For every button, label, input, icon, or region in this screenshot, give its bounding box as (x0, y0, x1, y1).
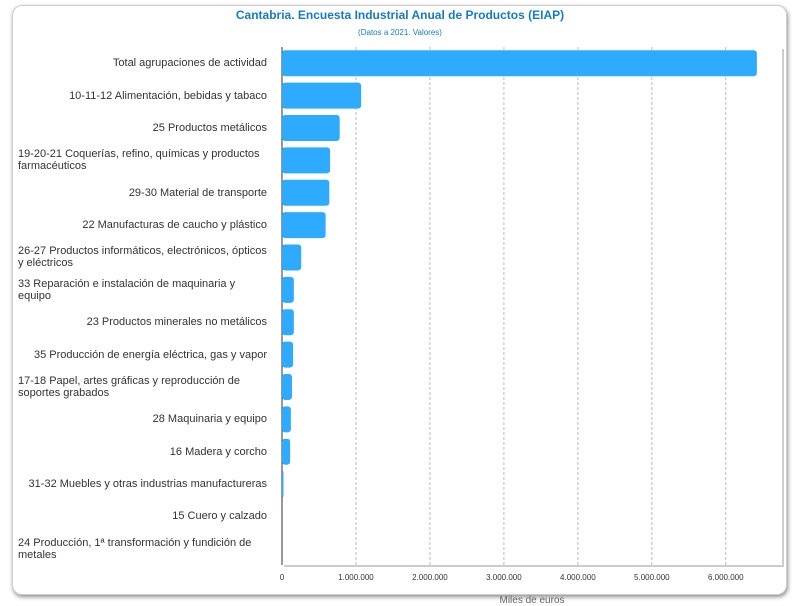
category-label: 22 Manufacturas de caucho y plástico (82, 219, 267, 232)
x-tick-label: 4.000.000 (560, 573, 596, 582)
x-tick-label: 0 (279, 573, 285, 582)
category-label: 33 Reparación e instalación de maquinari… (18, 277, 236, 302)
x-tick-label: 1.000.000 (338, 573, 374, 582)
bar (282, 50, 757, 77)
bar (282, 309, 294, 336)
x-tick-label: 3.000.000 (486, 573, 522, 582)
category-label: 16 Madera y corcho (169, 445, 267, 458)
bar (282, 438, 291, 465)
bar (282, 244, 302, 271)
category-label: 15 Cuero y calzado (172, 510, 267, 523)
x-axis-label: Miles de euros (499, 595, 565, 606)
bar (282, 114, 340, 141)
plot-background (282, 47, 782, 565)
chart-title: Cantabria. Encuesta Industrial Anual de … (235, 8, 565, 22)
bar (282, 406, 291, 433)
bar (282, 212, 326, 239)
x-tick-label: 5.000.000 (634, 573, 670, 582)
bar (282, 179, 330, 206)
bar (282, 82, 362, 109)
category-label: 24 Producción, 1ª transformación y fundi… (18, 536, 252, 561)
category-label: 17-18 Papel, artes gráficas y reproducci… (18, 374, 240, 399)
bar (282, 471, 284, 498)
x-tick-label: 2.000.000 (412, 573, 448, 582)
bar (282, 373, 292, 400)
bar (282, 341, 294, 368)
category-label: 28 Maquinaria y equipo (152, 413, 267, 426)
category-label: 35 Producción de energía eléctrica, gas … (34, 348, 267, 361)
bar (282, 276, 294, 303)
category-label: 10-11-12 Alimentación, bebidas y tabaco (69, 89, 267, 102)
category-label: 29-30 Material de transporte (128, 186, 267, 199)
category-label: 31-32 Muebles y otras industrias manufac… (28, 478, 267, 491)
category-label: 23 Productos minerales no metálicos (86, 316, 267, 329)
category-label: 26-27 Productos informáticos, electrónic… (18, 245, 267, 270)
category-label: Total agrupaciones de actividad (112, 57, 267, 70)
category-label: 19-20-21 Coquerías, refino, químicas y p… (18, 148, 260, 173)
category-label: 25 Productos metálicos (152, 121, 267, 134)
x-tick-label: 6.000.000 (707, 573, 744, 582)
bar (282, 147, 331, 174)
chart-subtitle: (Datos a 2021. Valores) (358, 28, 442, 37)
